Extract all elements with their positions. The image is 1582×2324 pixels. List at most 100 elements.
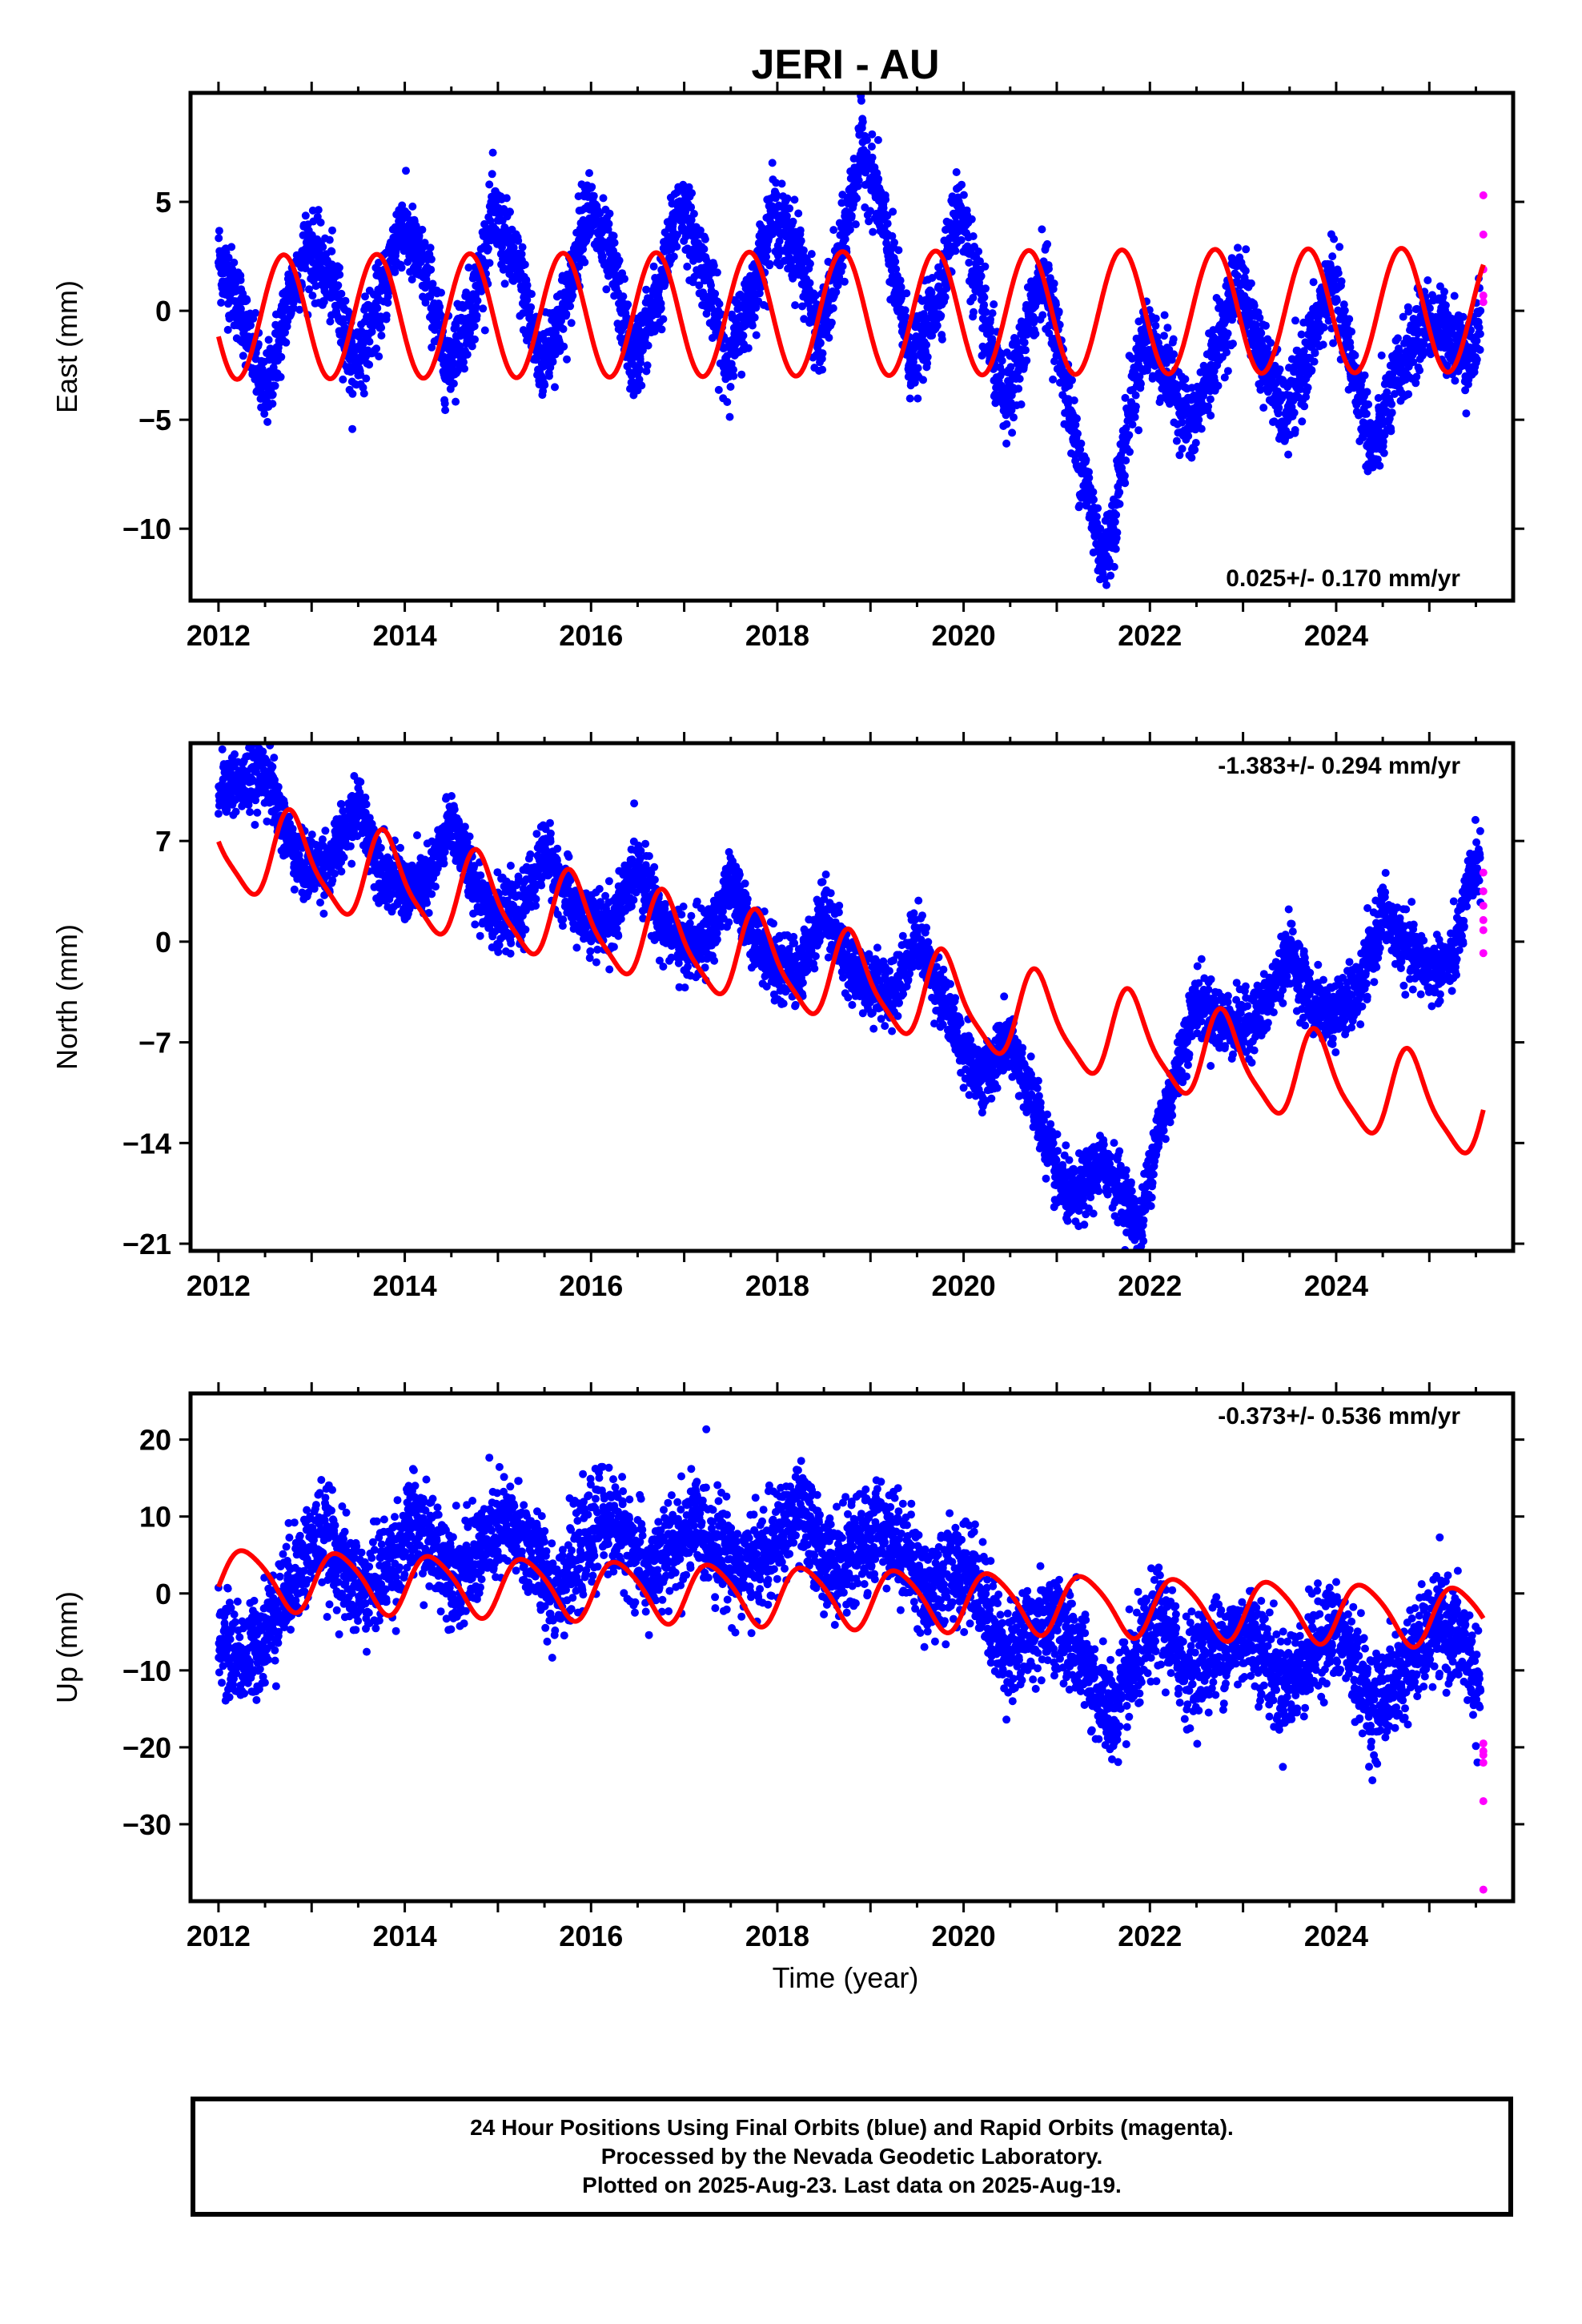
final-orbit-point — [938, 335, 946, 344]
final-orbit-point — [807, 250, 816, 259]
final-orbit-point — [319, 243, 327, 251]
final-orbit-point — [498, 243, 507, 251]
final-orbit-point — [1443, 361, 1452, 370]
final-orbit-point — [1012, 340, 1021, 348]
final-orbit-point — [1409, 358, 1418, 367]
final-orbit-point — [1014, 384, 1023, 393]
final-orbit-point — [268, 390, 277, 399]
final-orbit-point — [1472, 336, 1481, 345]
final-orbit-point — [1377, 351, 1386, 360]
final-orbit-point — [1030, 315, 1039, 324]
final-orbit-point — [868, 130, 877, 139]
final-orbit-point — [472, 312, 481, 320]
final-orbit-point — [301, 211, 310, 220]
final-orbit-point — [811, 292, 820, 300]
final-orbit-point — [328, 226, 336, 235]
final-orbit-point — [1071, 420, 1080, 429]
final-orbit-point — [316, 218, 325, 227]
final-orbit-point — [1115, 488, 1124, 497]
final-orbit-point — [1038, 225, 1046, 234]
final-orbit-point — [1375, 461, 1384, 470]
final-orbit-point — [1293, 346, 1302, 355]
final-orbit-point — [1106, 571, 1115, 580]
final-orbit-point — [1297, 330, 1306, 339]
final-orbit-point — [1256, 385, 1265, 394]
final-orbit-point — [271, 381, 279, 390]
final-orbit-point — [1345, 315, 1354, 324]
final-orbit-point — [1187, 453, 1196, 462]
final-orbit-point — [896, 276, 905, 285]
final-orbit-point — [1022, 356, 1031, 365]
final-orbit-point — [755, 289, 764, 298]
final-orbit-point — [1363, 388, 1371, 396]
final-orbit-point — [437, 312, 446, 320]
rapid-orbit-point — [1479, 191, 1488, 199]
final-orbit-point — [440, 399, 449, 408]
final-orbit-point — [263, 417, 272, 426]
final-orbit-point — [575, 262, 584, 271]
final-orbit-point — [840, 277, 849, 286]
final-orbit-point — [1404, 390, 1413, 399]
final-orbit-point — [1423, 276, 1432, 284]
final-orbit-point — [585, 169, 593, 178]
final-orbit-point — [281, 328, 289, 337]
final-orbit-point — [1436, 336, 1445, 344]
final-orbit-point — [1319, 324, 1328, 332]
final-orbit-point — [1387, 427, 1395, 436]
final-orbit-point — [825, 333, 833, 342]
final-orbit-point — [868, 153, 877, 162]
final-orbit-point — [1022, 346, 1030, 355]
final-orbit-point — [1476, 330, 1484, 338]
final-orbit-point — [957, 235, 966, 244]
final-orbit-point — [1425, 304, 1434, 312]
final-orbit-point — [777, 179, 786, 188]
final-orbit-point — [659, 315, 668, 324]
final-orbit-point — [1275, 365, 1284, 374]
final-orbit-point — [1346, 343, 1355, 352]
final-orbit-point — [449, 380, 458, 388]
final-orbit-point — [1073, 414, 1081, 423]
final-orbit-point — [866, 207, 874, 215]
final-orbit-point — [1234, 243, 1242, 252]
final-orbit-point — [1300, 402, 1309, 411]
final-orbit-point — [1126, 448, 1134, 456]
final-orbit-point — [910, 378, 919, 387]
final-orbit-point — [1160, 332, 1168, 340]
final-orbit-point — [506, 207, 514, 216]
final-orbit-point — [1339, 300, 1348, 309]
final-orbit-point — [1195, 416, 1203, 424]
final-orbit-point — [260, 409, 269, 418]
final-orbit-point — [1184, 432, 1193, 440]
final-orbit-point — [982, 308, 990, 316]
final-orbit-point — [1169, 335, 1178, 344]
final-orbit-point — [1220, 373, 1229, 382]
final-orbit-point — [1223, 367, 1232, 376]
final-orbit-point — [1337, 277, 1346, 286]
final-orbit-point — [460, 358, 468, 367]
final-orbit-point — [1010, 413, 1018, 422]
final-orbit-point — [1151, 321, 1160, 330]
final-orbit-point — [456, 342, 464, 351]
panel-east: 2012 2014 2016 2018 2020 2022 202450−5−10East … — [50, 82, 1524, 652]
final-orbit-point — [1309, 278, 1318, 287]
final-orbit-point — [1122, 424, 1130, 432]
final-orbit-point — [374, 259, 383, 267]
final-orbit-point — [1332, 296, 1341, 305]
final-orbit-point — [468, 342, 476, 351]
final-orbit-point — [372, 344, 381, 353]
final-orbit-point — [277, 352, 286, 361]
final-orbit-point — [1068, 376, 1076, 384]
final-orbit-point — [818, 349, 827, 358]
final-orbit-point — [308, 292, 317, 300]
final-orbit-point — [1267, 339, 1275, 348]
final-orbit-point — [327, 247, 336, 255]
final-orbit-point — [545, 372, 553, 380]
final-orbit-point — [1115, 500, 1124, 509]
final-orbit-point — [1419, 340, 1428, 348]
final-orbit-point — [854, 176, 863, 185]
final-orbit-point — [986, 315, 994, 324]
final-orbit-point — [833, 281, 842, 290]
final-orbit-point — [217, 299, 226, 307]
final-orbit-point — [251, 308, 260, 317]
final-orbit-point — [335, 271, 344, 279]
